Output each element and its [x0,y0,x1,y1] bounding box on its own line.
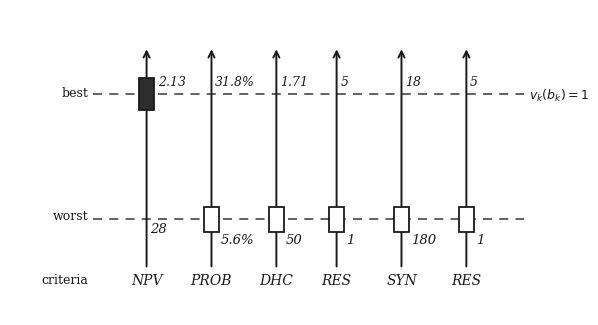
Text: 28: 28 [150,223,167,236]
Text: RES: RES [322,274,352,288]
Text: 5: 5 [470,76,478,89]
Text: worst: worst [53,210,89,223]
Text: RES: RES [451,274,481,288]
Text: 2.13: 2.13 [158,76,186,89]
Text: criteria: criteria [42,274,89,287]
Text: DHC: DHC [260,274,293,288]
Text: 18: 18 [405,76,421,89]
Text: 1: 1 [476,234,484,247]
Text: 31.8%: 31.8% [215,76,255,89]
Bar [269,207,284,232]
Text: $v_k(b_k) = 1$: $v_k(b_k) = 1$ [529,88,589,104]
Bar [139,78,154,110]
Bar [329,207,344,232]
Text: 5: 5 [340,76,348,89]
Text: SYN: SYN [386,274,417,288]
Bar [204,207,219,232]
Text: 1: 1 [346,234,355,247]
Bar [394,207,409,232]
Bar [459,207,474,232]
Text: 180: 180 [411,234,437,247]
Text: 5.6%: 5.6% [221,234,255,247]
Text: 1.71: 1.71 [280,76,308,89]
Text: NPV: NPV [131,274,162,288]
Text: PROB: PROB [191,274,232,288]
Text: 50: 50 [286,234,303,247]
Text: best: best [62,86,89,99]
